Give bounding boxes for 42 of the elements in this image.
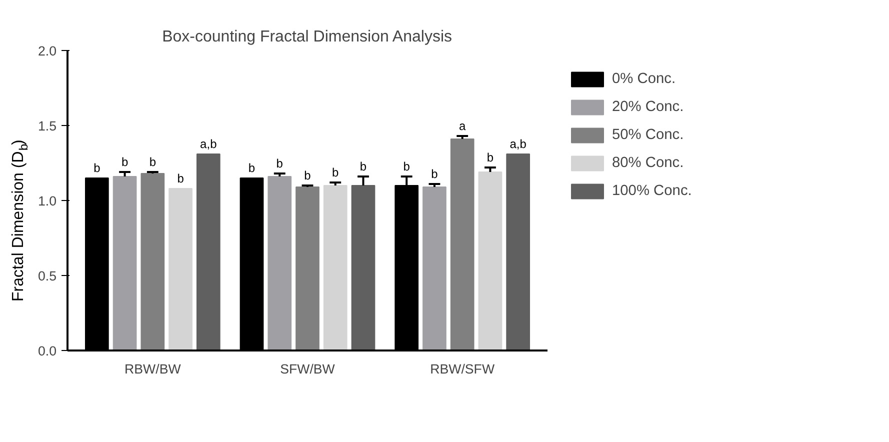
- y-tick-label: 0.0: [38, 344, 57, 358]
- bar: [296, 186, 320, 350]
- data-label: b: [304, 168, 312, 182]
- data-label: b: [149, 155, 156, 169]
- bar: [168, 188, 192, 350]
- legend-label: 50% Conc.: [612, 127, 684, 143]
- legend-label: 100% Conc.: [612, 183, 692, 199]
- y-tick-label: 0.5: [38, 268, 57, 284]
- y-axis-title: Fractal Dimension (Db): [10, 140, 30, 302]
- data-label: a,b: [510, 137, 527, 151]
- data-label: b: [332, 166, 340, 180]
- legend-label: 20% Conc.: [612, 99, 684, 115]
- x-tick-label: RBW/SFW: [430, 362, 495, 376]
- bar: [450, 138, 474, 350]
- bar: [506, 154, 530, 350]
- legend-label: 80% Conc.: [612, 155, 684, 171]
- bar: [196, 154, 220, 350]
- data-label: b: [177, 172, 184, 186]
- y-tick-label: 2.0: [38, 44, 57, 58]
- chart-title: Box-counting Fractal Dimension Analysis: [162, 28, 452, 46]
- data-label: b: [121, 155, 128, 169]
- bar: [112, 176, 137, 350]
- y-tick-label: 1.5: [38, 118, 57, 134]
- data-label: b: [94, 161, 101, 175]
- x-tick-label: RBW/BW: [124, 362, 182, 376]
- legend-label: 0% Conc.: [612, 71, 676, 87]
- bar: [323, 185, 348, 350]
- data-label: b: [360, 160, 367, 174]
- data-label: a: [459, 119, 466, 133]
- data-label: a,b: [200, 137, 218, 151]
- x-tick-label: SFW/BW: [280, 362, 336, 376]
- bar: [268, 176, 292, 350]
- bar: [140, 173, 165, 350]
- data-label: b: [403, 160, 410, 174]
- data-label: b: [486, 150, 494, 164]
- data-label: b: [276, 156, 284, 170]
- data-label: b: [248, 161, 256, 175]
- bar: [478, 172, 502, 350]
- y-tick-label: 1.0: [38, 194, 57, 208]
- data-label: b: [431, 167, 438, 181]
- bar: [422, 186, 446, 350]
- bar: [351, 185, 376, 350]
